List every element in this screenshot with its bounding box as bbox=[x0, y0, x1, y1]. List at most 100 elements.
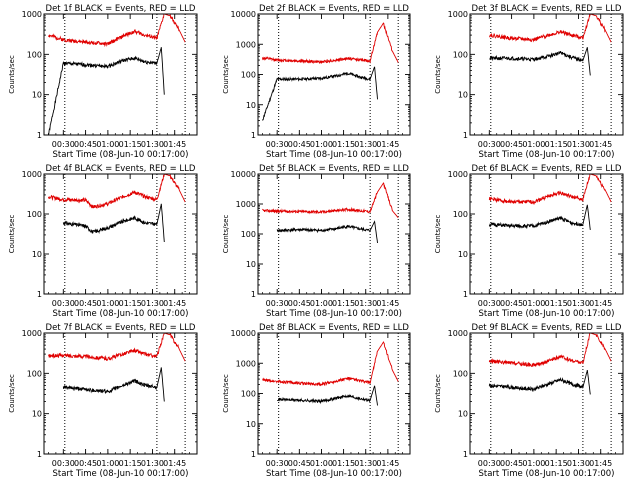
panel-det-4f-ytick-label: 100 bbox=[27, 210, 42, 219]
panel-det-7f-ylabel: Counts/sec bbox=[8, 374, 16, 413]
panel-det-8f-xtick-label: 00:30 bbox=[266, 459, 289, 468]
panel-det-2f: Det 2f BLACK = Events, RED = LLD Counts/s… bbox=[222, 4, 411, 160]
panel-det-3f-ytick-label: 1 bbox=[463, 131, 468, 140]
panel-det-2f-ytick-label: 1000 bbox=[236, 40, 256, 49]
panel-det-3f: Det 3f BLACK = Events, RED = LLD Counts/s… bbox=[434, 4, 624, 160]
panel-det-5f-xtick-label: 01:15 bbox=[332, 299, 355, 308]
panel-det-9f-ytick-label: 1000 bbox=[448, 329, 468, 338]
panel-det-4f-xtick-label: 01:30 bbox=[141, 299, 164, 308]
panel-det-2f-frame bbox=[257, 13, 411, 136]
panel-det-4f-frame bbox=[43, 173, 198, 295]
panel-det-7f-ytick-label: 1000 bbox=[22, 329, 42, 338]
panel-det-5f-ytick-label: 100 bbox=[241, 230, 256, 239]
panel-det-3f-xtick-label: 00:30 bbox=[478, 140, 501, 149]
panel-det-1f-title: Det 1f BLACK = Events, RED = LLD bbox=[46, 4, 196, 14]
panel-det-3f-ytick-label: 10 bbox=[458, 91, 468, 100]
panel-det-3f-series-events bbox=[489, 47, 591, 76]
panel-det-4f-xtick-label: 00:30 bbox=[52, 299, 75, 308]
panel-det-6f-ytick-label: 1000 bbox=[448, 170, 468, 179]
panel-det-1f-series-lld bbox=[48, 14, 186, 48]
panel-det-7f-ytick-label: 100 bbox=[27, 369, 42, 378]
panel-det-8f-ytick-label: 1000 bbox=[236, 359, 256, 368]
panel-det-5f-series-events bbox=[276, 220, 378, 244]
panel-det-3f-ytick-label: 1000 bbox=[448, 10, 468, 19]
panel-det-2f-xtick-label: 01:15 bbox=[332, 140, 355, 149]
panel-det-3f-xtick-label: 01:15 bbox=[545, 140, 568, 149]
panel-det-5f-ytick-label: 10 bbox=[246, 260, 256, 269]
panel-det-5f-xtick-label: 01:00 bbox=[310, 299, 333, 308]
panel-det-8f: Det 8f BLACK = Events, RED = LLD Counts/s… bbox=[222, 323, 411, 479]
panel-det-9f-xlabel: Start Time (08-Jun-10 00:17:00) bbox=[479, 469, 615, 479]
panel-det-6f-xtick-label: 01:00 bbox=[522, 299, 545, 308]
panel-det-7f-xtick-label: 01:45 bbox=[163, 459, 186, 468]
panel-det-1f-xtick-label: 00:30 bbox=[52, 140, 75, 149]
panel-det-1f-series-events bbox=[48, 47, 165, 135]
panel-det-7f-xtick-label: 00:45 bbox=[74, 459, 97, 468]
panel-det-1f-ytick-label: 1000 bbox=[22, 10, 42, 19]
panel-det-2f-xtick-label: 00:30 bbox=[266, 140, 289, 149]
panel-det-6f-series-events bbox=[488, 204, 591, 230]
panel-det-2f-xtick-label: 01:30 bbox=[354, 140, 377, 149]
panel-det-3f-ylabel: Counts/sec bbox=[434, 55, 442, 94]
panel-det-7f-xtick-label: 01:30 bbox=[141, 459, 164, 468]
panel-det-6f-xlabel: Start Time (08-Jun-10 00:17:00) bbox=[479, 309, 615, 319]
panel-det-8f-xtick-label: 01:15 bbox=[332, 459, 355, 468]
panel-det-5f-frame bbox=[257, 173, 411, 295]
panel-det-4f: Det 4f BLACK = Events, RED = LLD Counts/s… bbox=[8, 164, 198, 319]
panel-det-4f-ytick-label: 1 bbox=[37, 290, 42, 299]
panel-det-4f-ytick-label: 1000 bbox=[22, 170, 42, 179]
panel-det-8f-ylabel: Counts/sec bbox=[222, 374, 230, 413]
panel-det-2f-ytick-label: 1 bbox=[251, 131, 256, 140]
panel-det-7f-ytick-label: 1 bbox=[37, 450, 42, 459]
panel-det-4f-series-events bbox=[62, 203, 165, 243]
panel-det-7f-xtick-label: 01:15 bbox=[119, 459, 142, 468]
panel-det-8f-xtick-label: 01:00 bbox=[310, 459, 333, 468]
panel-det-3f-xlabel: Start Time (08-Jun-10 00:17:00) bbox=[479, 150, 615, 160]
panel-det-6f-ytick-label: 1 bbox=[463, 290, 468, 299]
panel-det-6f: Det 6f BLACK = Events, RED = LLD Counts/s… bbox=[434, 164, 624, 319]
panel-det-8f-xtick-label: 01:30 bbox=[354, 459, 377, 468]
panel-det-2f-ytick-label: 10 bbox=[246, 101, 256, 110]
panel-det-2f-ytick-label: 10000 bbox=[231, 10, 256, 19]
panel-det-4f-xtick-label: 00:45 bbox=[74, 299, 97, 308]
panel-det-2f-title: Det 2f BLACK = Events, RED = LLD bbox=[259, 4, 409, 14]
panel-det-5f-ytick-label: 10000 bbox=[231, 170, 256, 179]
panel-det-8f-ytick-label: 100 bbox=[241, 390, 256, 399]
panel-det-4f-xtick-label: 01:00 bbox=[96, 299, 119, 308]
panel-det-2f-xtick-label: 01:45 bbox=[376, 140, 399, 149]
panel-det-7f-ytick-label: 10 bbox=[32, 410, 42, 419]
panel-det-8f-series-events bbox=[277, 385, 378, 406]
panel-det-4f-xlabel: Start Time (08-Jun-10 00:17:00) bbox=[53, 309, 189, 319]
panel-det-2f-ylabel: Counts/sec bbox=[222, 55, 230, 94]
panel-det-9f-ytick-label: 100 bbox=[453, 369, 468, 378]
panel-det-8f-frame bbox=[257, 332, 411, 455]
panel-det-7f-xtick-label: 01:00 bbox=[96, 459, 119, 468]
panel-det-7f-series-lld bbox=[48, 333, 186, 362]
panel-det-9f-xtick-label: 01:00 bbox=[522, 459, 545, 468]
panel-det-3f-frame bbox=[469, 13, 624, 136]
panel-det-3f-xtick-label: 01:30 bbox=[567, 140, 590, 149]
panel-det-3f-series-lld bbox=[489, 14, 612, 43]
panel-det-9f-ytick-label: 1 bbox=[463, 450, 468, 459]
panel-det-3f-title: Det 3f BLACK = Events, RED = LLD bbox=[472, 4, 622, 14]
panel-det-3f-xtick-label: 01:45 bbox=[589, 140, 612, 149]
panel-det-1f-xtick-label: 01:15 bbox=[119, 140, 142, 149]
panel-det-4f-ylabel: Counts/sec bbox=[8, 215, 16, 254]
panel-det-9f-title: Det 9f BLACK = Events, RED = LLD bbox=[472, 323, 622, 333]
panel-det-7f-title: Det 7f BLACK = Events, RED = LLD bbox=[46, 323, 196, 333]
panel-det-7f-frame bbox=[43, 332, 198, 455]
panel-det-6f-ytick-label: 100 bbox=[453, 210, 468, 219]
panel-det-6f-title: Det 6f BLACK = Events, RED = LLD bbox=[472, 164, 622, 174]
panel-det-8f-ytick-label: 1 bbox=[251, 450, 256, 459]
panel-det-5f-xtick-label: 01:45 bbox=[376, 299, 399, 308]
panel-det-1f-ytick-label: 100 bbox=[27, 50, 42, 59]
panel-det-6f-ytick-label: 10 bbox=[458, 250, 468, 259]
panel-det-5f-title: Det 5f BLACK = Events, RED = LLD bbox=[259, 164, 409, 174]
panel-det-3f-xtick-label: 00:45 bbox=[500, 140, 523, 149]
panel-det-1f-ytick-label: 1 bbox=[37, 131, 42, 140]
panel-det-5f-ylabel: Counts/sec bbox=[222, 215, 230, 254]
panel-det-9f-xtick-label: 00:30 bbox=[478, 459, 501, 468]
panel-det-1f-ylabel: Counts/sec bbox=[8, 55, 16, 94]
panel-det-9f-xtick-label: 01:15 bbox=[545, 459, 568, 468]
